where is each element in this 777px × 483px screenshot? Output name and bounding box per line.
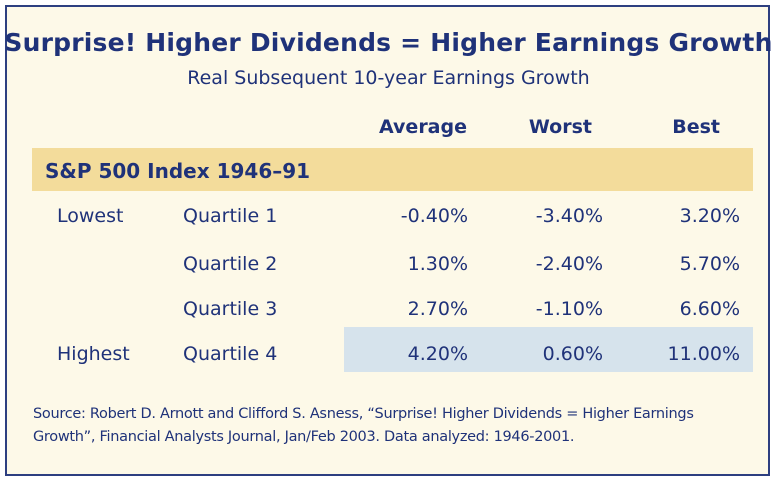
cell-worst: -1.10% <box>535 298 603 320</box>
row-quartile-label: Quartile 2 <box>183 253 278 275</box>
column-header-worst: Worst <box>528 116 592 138</box>
section-label: S&P 500 Index 1946–91 <box>45 159 311 183</box>
column-header-best: Best <box>672 116 720 138</box>
column-header-average: Average <box>379 116 467 138</box>
source-note: Source: Robert D. Arnott and Clifford S.… <box>33 403 733 449</box>
cell-average: 4.20% <box>407 343 468 365</box>
highlight-band-quartile-4 <box>344 327 753 372</box>
cell-worst: -2.40% <box>535 253 603 275</box>
row-quartile-label: Quartile 1 <box>183 205 278 227</box>
cell-best: 5.70% <box>679 253 740 275</box>
chart-subtitle: Real Subsequent 10-year Earnings Growth <box>187 67 590 89</box>
source-line-1: Source: Robert D. Arnott and Clifford S.… <box>33 406 694 422</box>
source-line-2: Growth”, Financial Analysts Journal, Jan… <box>33 429 575 445</box>
cell-best: 6.60% <box>679 298 740 320</box>
row-quartile-label: Quartile 4 <box>183 343 278 365</box>
cell-average: 2.70% <box>407 298 468 320</box>
cell-worst: -3.40% <box>535 205 603 227</box>
cell-average: -0.40% <box>400 205 468 227</box>
row-quartile-label: Quartile 3 <box>183 298 278 320</box>
section-band <box>32 148 753 191</box>
cell-worst: 0.60% <box>542 343 603 365</box>
cell-best: 3.20% <box>679 205 740 227</box>
table-card <box>5 5 770 476</box>
chart-title: Surprise! Higher Dividends = Higher Earn… <box>4 28 773 57</box>
cell-average: 1.30% <box>407 253 468 275</box>
row-group-label: Lowest <box>57 205 124 227</box>
cell-best: 11.00% <box>667 343 740 365</box>
row-group-label: Highest <box>57 343 130 365</box>
